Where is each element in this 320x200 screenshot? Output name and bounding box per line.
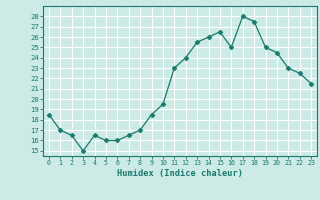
X-axis label: Humidex (Indice chaleur): Humidex (Indice chaleur) <box>117 169 243 178</box>
